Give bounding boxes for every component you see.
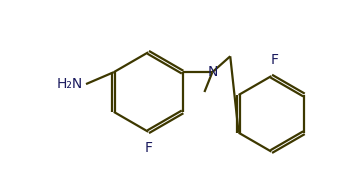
Text: H₂N: H₂N [57, 77, 83, 91]
Text: F: F [270, 53, 278, 67]
Text: F: F [144, 141, 152, 155]
Text: N: N [207, 65, 218, 79]
